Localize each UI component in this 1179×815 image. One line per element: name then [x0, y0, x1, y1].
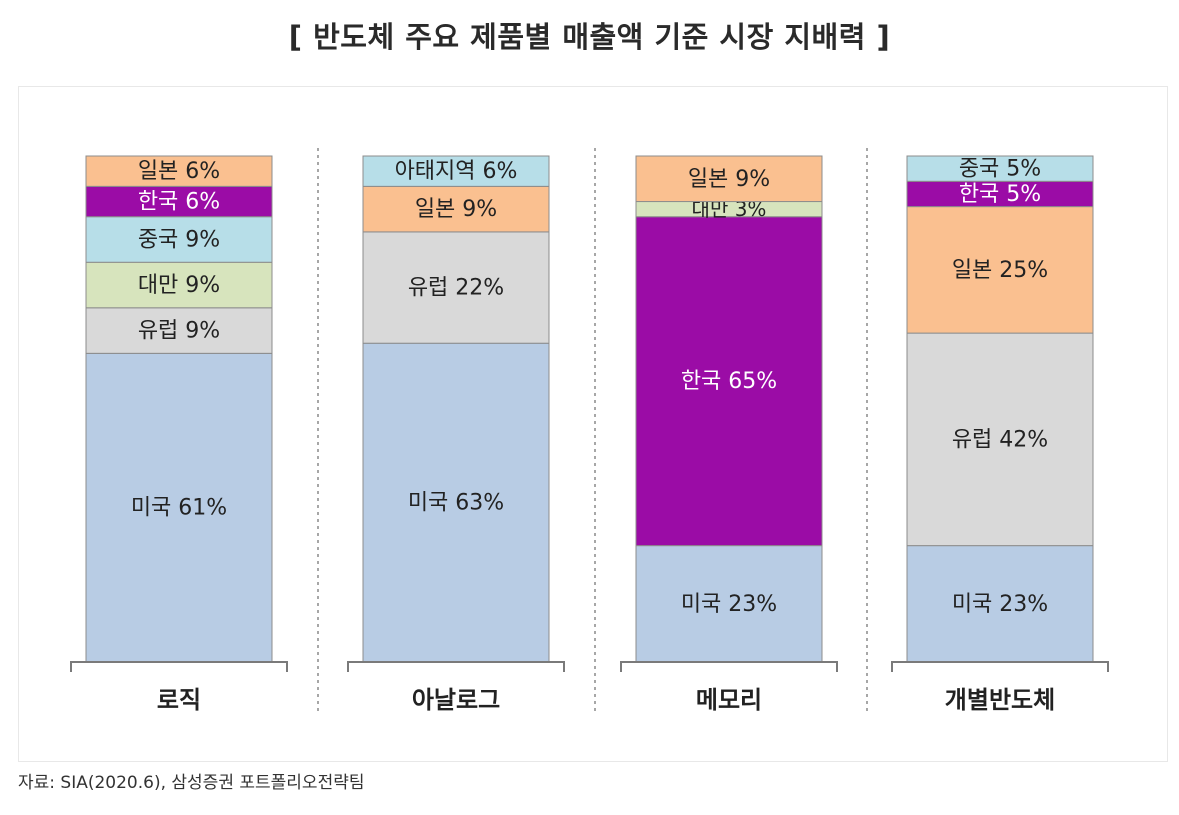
chart-title: [ 반도체 주요 제품별 매출액 기준 시장 지배력 ] — [288, 20, 891, 54]
segment-label-2-1: 미국 63% — [408, 491, 504, 516]
segment-label-3-1: 미국 23% — [681, 592, 777, 617]
segment-label-1-6: 일본 6% — [138, 159, 220, 184]
category-label-1: 로직 — [157, 686, 201, 714]
bar-segment-4-3 — [906, 206, 1094, 334]
bar-segment-3-4 — [635, 155, 823, 203]
bar-segment-2-2 — [362, 231, 550, 344]
category-bracket-1 — [70, 661, 288, 672]
segment-label-2-2: 유럽 22% — [408, 276, 504, 301]
bar-segment-3-2 — [635, 216, 823, 547]
category-bracket-3 — [620, 661, 838, 672]
segment-label-4-2: 유럽 42% — [952, 427, 1048, 452]
bar-segment-4-2 — [906, 332, 1094, 547]
segment-label-1-2: 유럽 9% — [138, 319, 220, 344]
segment-label-4-1: 미국 23% — [952, 592, 1048, 617]
segment-label-1-3: 대만 9% — [138, 273, 220, 298]
category-label-2: 아날로그 — [412, 686, 500, 714]
segment-label-1-5: 한국 6% — [138, 190, 220, 215]
category-label-4: 개별반도체 — [945, 686, 1055, 714]
segment-label-3-4: 일본 9% — [688, 167, 770, 192]
segment-label-3-2: 한국 65% — [681, 369, 777, 394]
segment-label-2-4: 아태지역 6% — [395, 159, 518, 184]
category-label-3: 메모리 — [696, 686, 762, 714]
bar-segment-2-3 — [362, 185, 550, 233]
segment-label-4-5: 중국 5% — [959, 157, 1041, 182]
bar-segment-4-1 — [906, 545, 1094, 663]
bar-segment-3-1 — [635, 545, 823, 663]
bar-segment-4-4 — [906, 180, 1094, 208]
source-note: 자료: SIA(2020.6), 삼성증권 포트폴리오전략팀 — [18, 773, 365, 793]
segment-label-1-1: 미국 61% — [131, 496, 227, 521]
bar-segment-1-6 — [85, 155, 273, 187]
segment-label-4-4: 한국 5% — [959, 182, 1041, 207]
category-bracket-4 — [891, 661, 1109, 672]
segment-label-1-4: 중국 9% — [138, 227, 220, 252]
segment-label-4-3: 일본 25% — [952, 258, 1048, 283]
segment-label-2-3: 일본 9% — [415, 197, 497, 222]
bar-segment-2-4 — [362, 155, 550, 187]
bar-segment-2-1 — [362, 342, 550, 663]
category-bracket-2 — [347, 661, 565, 672]
bar-segment-4-5 — [906, 155, 1094, 182]
bar-segment-1-1 — [85, 352, 273, 663]
